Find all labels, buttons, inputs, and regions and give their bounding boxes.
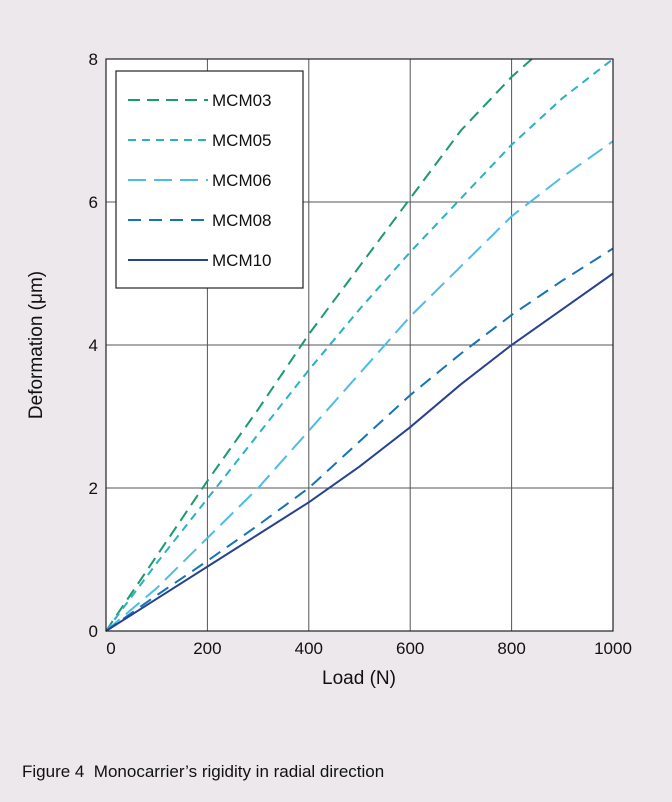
y-tick-label: 0 [89,622,98,641]
legend-label: MCM10 [212,251,272,270]
series-line-mcm03 [105,58,533,632]
plot-frame [105,58,614,632]
x-tick-label: 0 [106,639,115,658]
legend-label: MCM08 [212,211,272,230]
y-tick-label: 4 [89,336,98,355]
legend-box [115,70,304,289]
series-line-mcm10 [105,272,614,632]
y-tick-labels: 0 2 4 6 8 [89,50,98,641]
series-layer [105,58,614,632]
x-axis-label: Load (N) [322,668,396,689]
legend: MCM03 MCM05 MCM06 MCM08 MCM10 [115,70,304,289]
series-line-mcm08 [105,247,614,632]
x-tick-label: 1000 [594,639,632,658]
x-tick-label: 600 [396,639,424,658]
x-tick-labels: 0 200 400 600 800 1000 [106,639,632,658]
y-axis-label: Deformation (μm) [26,271,47,419]
x-tick-label: 400 [295,639,323,658]
x-tick-label: 800 [497,639,525,658]
x-tick-label: 200 [193,639,221,658]
legend-label: MCM06 [212,171,272,190]
series-line-mcm06 [105,140,614,632]
y-tick-label: 6 [89,193,98,212]
legend-label: MCM05 [212,131,272,150]
y-tick-label: 8 [89,50,98,69]
figure-caption: Figure 4 Monocarrier’s rigidity in radia… [22,762,385,781]
series-line-mcm05 [105,58,614,632]
y-tick-label: 2 [89,479,98,498]
legend-label: MCM03 [212,91,272,110]
